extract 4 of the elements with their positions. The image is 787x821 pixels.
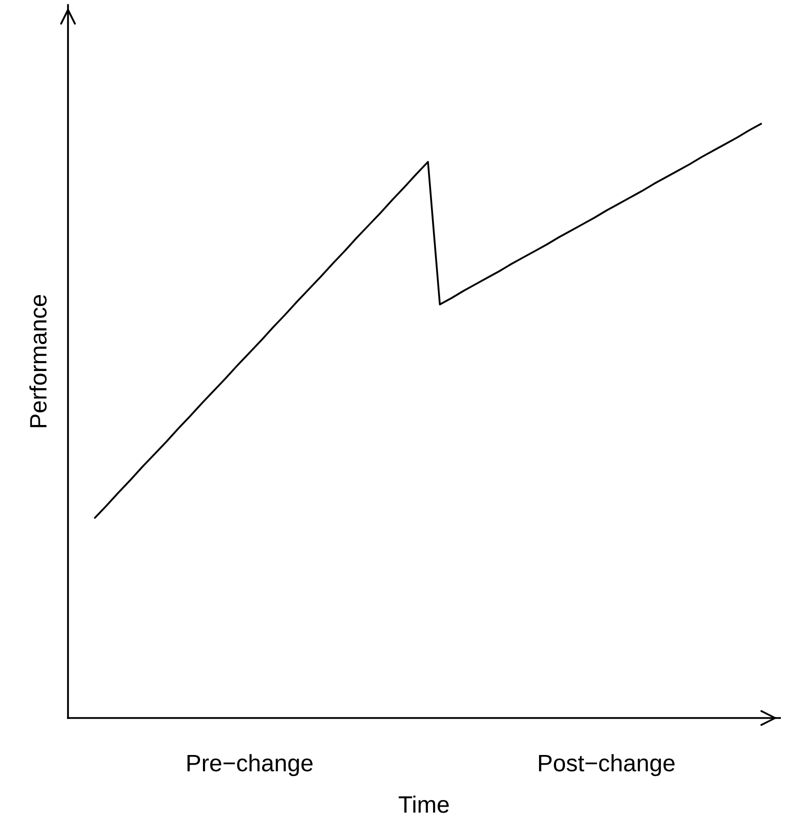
x-tick-label: Pre−change	[188, 754, 313, 776]
y-axis-title: Performance	[29, 294, 47, 428]
x-axis-title: Time	[398, 796, 449, 813]
x-tick-label: Post−change	[539, 754, 675, 776]
